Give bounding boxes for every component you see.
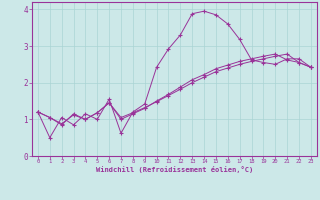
X-axis label: Windchill (Refroidissement éolien,°C): Windchill (Refroidissement éolien,°C) xyxy=(96,166,253,173)
